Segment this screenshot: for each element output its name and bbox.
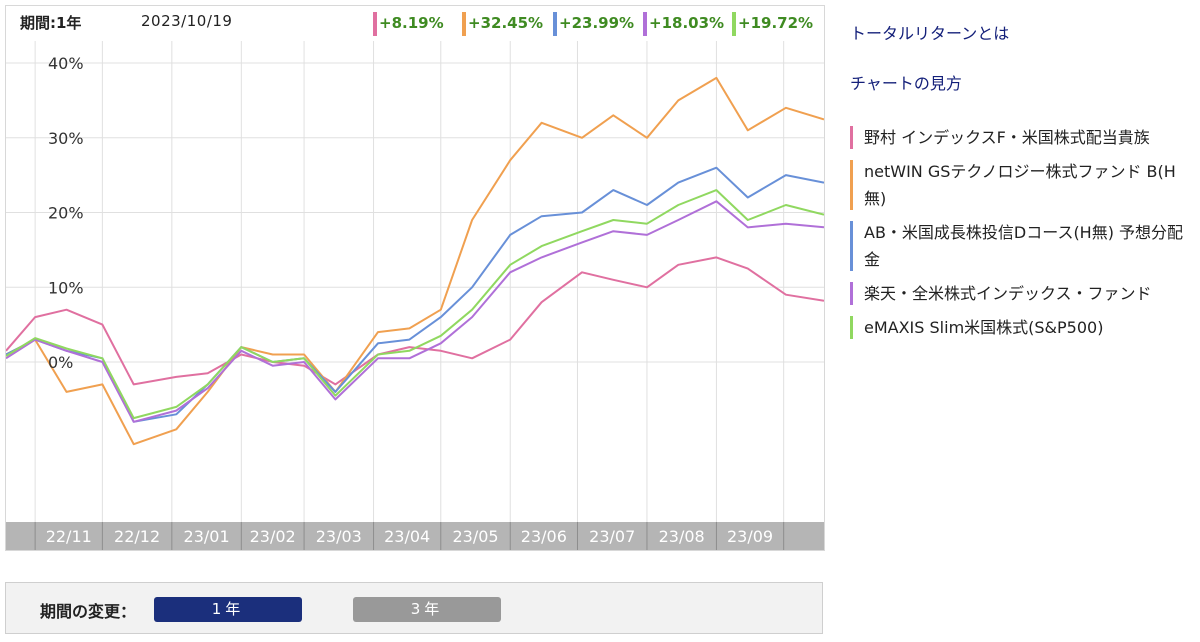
- x-tick-label: 23/05: [452, 527, 498, 546]
- x-tick-label: 23/01: [184, 527, 230, 546]
- return-badge: +23.99%: [553, 12, 634, 36]
- x-tick-label: 23/08: [659, 527, 705, 546]
- y-tick-label: 40%: [48, 54, 84, 73]
- return-value: +19.72%: [738, 14, 814, 32]
- return-color-bar: [732, 12, 736, 36]
- chart-svg: 22/11 22/12 23/01 23/02 23/03 23/04 23/05 23/06…: [6, 41, 824, 550]
- series-line: [6, 189, 824, 420]
- return-badge: +8.19%: [373, 12, 444, 36]
- return-value: +8.19%: [379, 14, 444, 32]
- return-value: +23.99%: [559, 14, 635, 32]
- return-color-bar: [643, 12, 647, 36]
- chart-period-label: 期間:1年: [20, 14, 82, 32]
- legend-label: 楽天・全米株式インデックス・ファンド: [864, 284, 1152, 303]
- return-value: +18.03%: [649, 14, 725, 32]
- period-1y-button[interactable]: 1年: [154, 597, 302, 622]
- return-color-bar: [462, 12, 466, 36]
- x-tick-label: 23/07: [589, 527, 635, 546]
- total-return-link[interactable]: トータルリターンとは: [850, 24, 1010, 43]
- x-tick-label: 23/02: [250, 527, 296, 546]
- period-3y-button[interactable]: 3年: [353, 597, 501, 622]
- x-tick-label: 22/12: [114, 527, 160, 546]
- x-axis-band: [6, 522, 824, 550]
- y-tick-label: 0%: [48, 353, 73, 372]
- legend-item: AB・米国成長株投信Dコース(H無) 予想分配金: [850, 219, 1190, 273]
- return-color-bar: [373, 12, 377, 36]
- y-tick-label: 20%: [48, 204, 84, 223]
- legend-label: 野村 インデックスF・米国株式配当貴族: [864, 128, 1150, 147]
- legend-swatch: [850, 316, 853, 339]
- return-value: +32.45%: [468, 14, 544, 32]
- return-badge: +32.45%: [462, 12, 543, 36]
- legend-swatch: [850, 126, 853, 149]
- chart-date-label: 2023/10/19: [141, 12, 233, 30]
- x-tick-label: 22/11: [46, 527, 92, 546]
- legend-item: eMAXIS Slim米国株式(S&P500): [850, 314, 1190, 341]
- x-tick-label: 23/06: [521, 527, 567, 546]
- series-line: [6, 76, 824, 446]
- legend-swatch: [850, 282, 853, 305]
- legend-label: netWIN GSテクノロジー株式ファンド B(H無): [864, 162, 1176, 208]
- return-badge: +18.03%: [643, 12, 724, 36]
- legend-swatch: [850, 160, 853, 210]
- series-line: [6, 166, 824, 423]
- x-tick-label: 23/04: [384, 527, 430, 546]
- x-tick-label: 23/09: [727, 527, 773, 546]
- chart-panel: 22/11 22/12 23/01 23/02 23/03 23/04 23/05 23/06…: [5, 5, 825, 551]
- x-tick-label: 23/03: [316, 527, 362, 546]
- series-line: [6, 256, 824, 386]
- return-color-bar: [553, 12, 557, 36]
- legend-item: 野村 インデックスF・米国株式配当貴族: [850, 124, 1190, 151]
- legend-label: eMAXIS Slim米国株式(S&P500): [864, 318, 1104, 337]
- period-change-label: 期間の変更：: [40, 602, 137, 621]
- how-to-read-chart-link[interactable]: チャートの見方: [850, 74, 962, 93]
- y-tick-label: 10%: [48, 278, 84, 297]
- period-change-panel: 期間の変更： 1年 3年: [5, 582, 823, 634]
- series-line: [6, 200, 824, 423]
- return-badge: +19.72%: [732, 12, 813, 36]
- legend-item: 楽天・全米株式インデックス・ファンド: [850, 280, 1190, 307]
- legend-label: AB・米国成長株投信Dコース(H無) 予想分配金: [864, 223, 1184, 269]
- legend-swatch: [850, 221, 853, 271]
- y-tick-label: 30%: [48, 129, 84, 148]
- legend-panel: トータルリターンとは チャートの見方 野村 インデックスF・米国株式配当貴族 n…: [850, 20, 1190, 348]
- legend-item: netWIN GSテクノロジー株式ファンド B(H無): [850, 158, 1190, 212]
